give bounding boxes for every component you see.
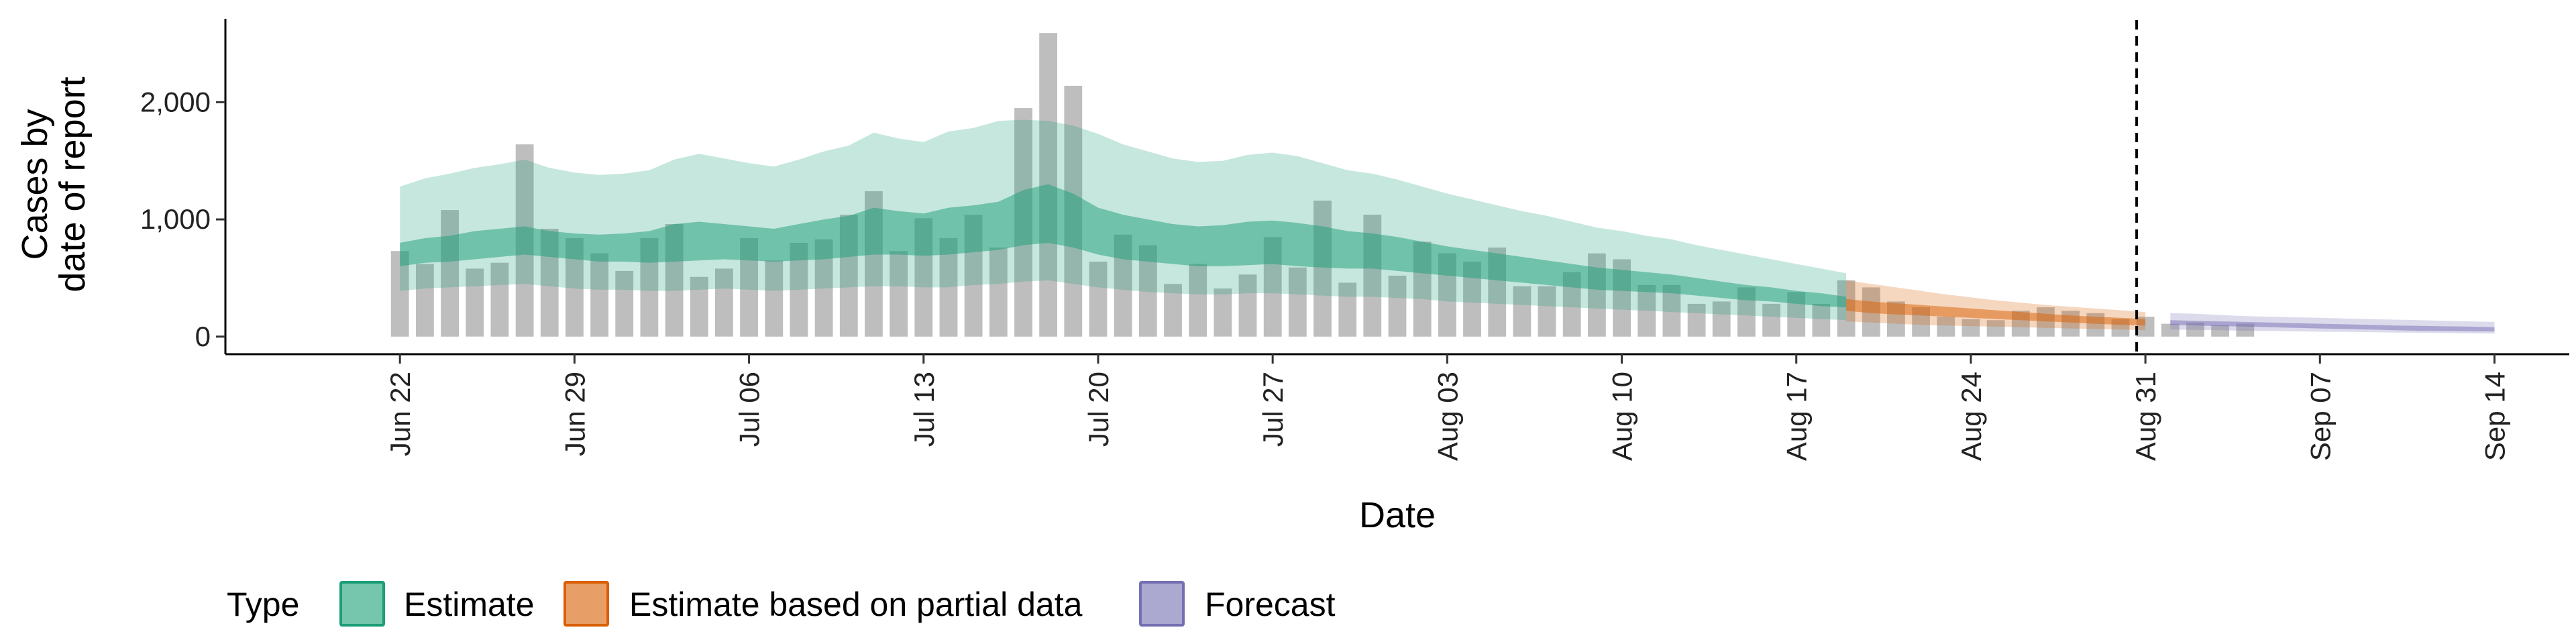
case-bar [1214, 288, 1232, 337]
x-tick-label: Sep 14 [2479, 372, 2511, 461]
x-tick-label: Sep 07 [2304, 372, 2336, 461]
case-bar [765, 260, 784, 337]
case-bar [1986, 320, 2005, 337]
legend-label-estimate: Estimate [404, 586, 535, 623]
x-tick-label: Aug 03 [1432, 372, 1463, 461]
y-axis-ticks: 0 1,000 2,000 [140, 86, 225, 352]
y-axis-title-line-2: date of report [52, 76, 93, 292]
case-bar [890, 251, 908, 337]
case-bar [1687, 303, 1706, 337]
case-bar [590, 253, 608, 337]
case-bar [490, 262, 509, 337]
case-bar [1338, 282, 1357, 337]
case-bar [615, 270, 634, 337]
case-bar [989, 248, 1008, 337]
x-axis-title: Date [1359, 495, 1436, 535]
case-bar [1238, 274, 1257, 337]
case-bar [1164, 284, 1182, 337]
legend-label-partial: Estimate based on partial data [629, 586, 1083, 623]
case-bar [715, 268, 733, 337]
y-tick-label: 2,000 [140, 86, 211, 117]
y-tick-label: 0 [195, 321, 211, 352]
x-tick-label: Aug 17 [1781, 372, 1813, 461]
case-bar [1538, 286, 1556, 337]
legend-key-estimate [339, 581, 385, 627]
case-bar [466, 268, 484, 337]
x-tick-label: Jun 29 [559, 372, 590, 456]
case-bar [1812, 303, 1831, 337]
case-bar [1712, 301, 1731, 337]
estimate-inner-band [400, 184, 1847, 308]
case-bar [1189, 264, 1208, 337]
case-bar [1513, 286, 1532, 337]
x-tick-label: Aug 24 [1955, 372, 1987, 461]
case-bar [1288, 267, 1307, 337]
case-bar [1388, 275, 1407, 337]
case-bar [1089, 262, 1108, 337]
case-bar [441, 210, 459, 337]
x-tick-label: Jul 06 [734, 372, 765, 447]
legend-key-forecast [1139, 581, 1185, 627]
x-tick-label: Jul 13 [908, 372, 940, 447]
case-bar [2161, 323, 2180, 337]
case-bar [1937, 317, 1955, 337]
partial-inner-band [1846, 299, 2146, 326]
case-bar [1762, 303, 1780, 337]
x-tick-label: Jun 22 [384, 372, 416, 456]
x-tick-label: Jul 27 [1257, 372, 1289, 447]
case-bar [1313, 201, 1332, 337]
y-tick-label: 1,000 [140, 203, 211, 235]
case-bar [2186, 322, 2204, 337]
case-bar [690, 276, 708, 337]
estimate-ribbons [400, 119, 2495, 334]
legend-key-partial [564, 581, 609, 627]
case-bar [2236, 323, 2255, 337]
x-tick-label: Aug 31 [2130, 372, 2161, 461]
case-bar [2211, 325, 2229, 337]
legend: Type Estimate Estimate based on partial … [227, 581, 1336, 627]
case-bar [1962, 319, 1980, 337]
case-bar [1638, 284, 1656, 337]
x-tick-label: Aug 10 [1607, 372, 1638, 461]
case-bar [416, 264, 434, 337]
y-axis-title-line-1: Cases by [15, 109, 55, 260]
axes [224, 19, 2569, 356]
legend-title: Type [227, 586, 299, 623]
legend-label-forecast: Forecast [1205, 586, 1336, 623]
x-axis-ticks: Jun 22 Jun 29 Jul 06 Jul 13 Jul 20 Jul 27 Aug … [384, 354, 2511, 461]
x-tick-label: Jul 20 [1083, 372, 1114, 447]
forecast-inner-band [2170, 320, 2495, 332]
case-bar [2037, 307, 2055, 337]
